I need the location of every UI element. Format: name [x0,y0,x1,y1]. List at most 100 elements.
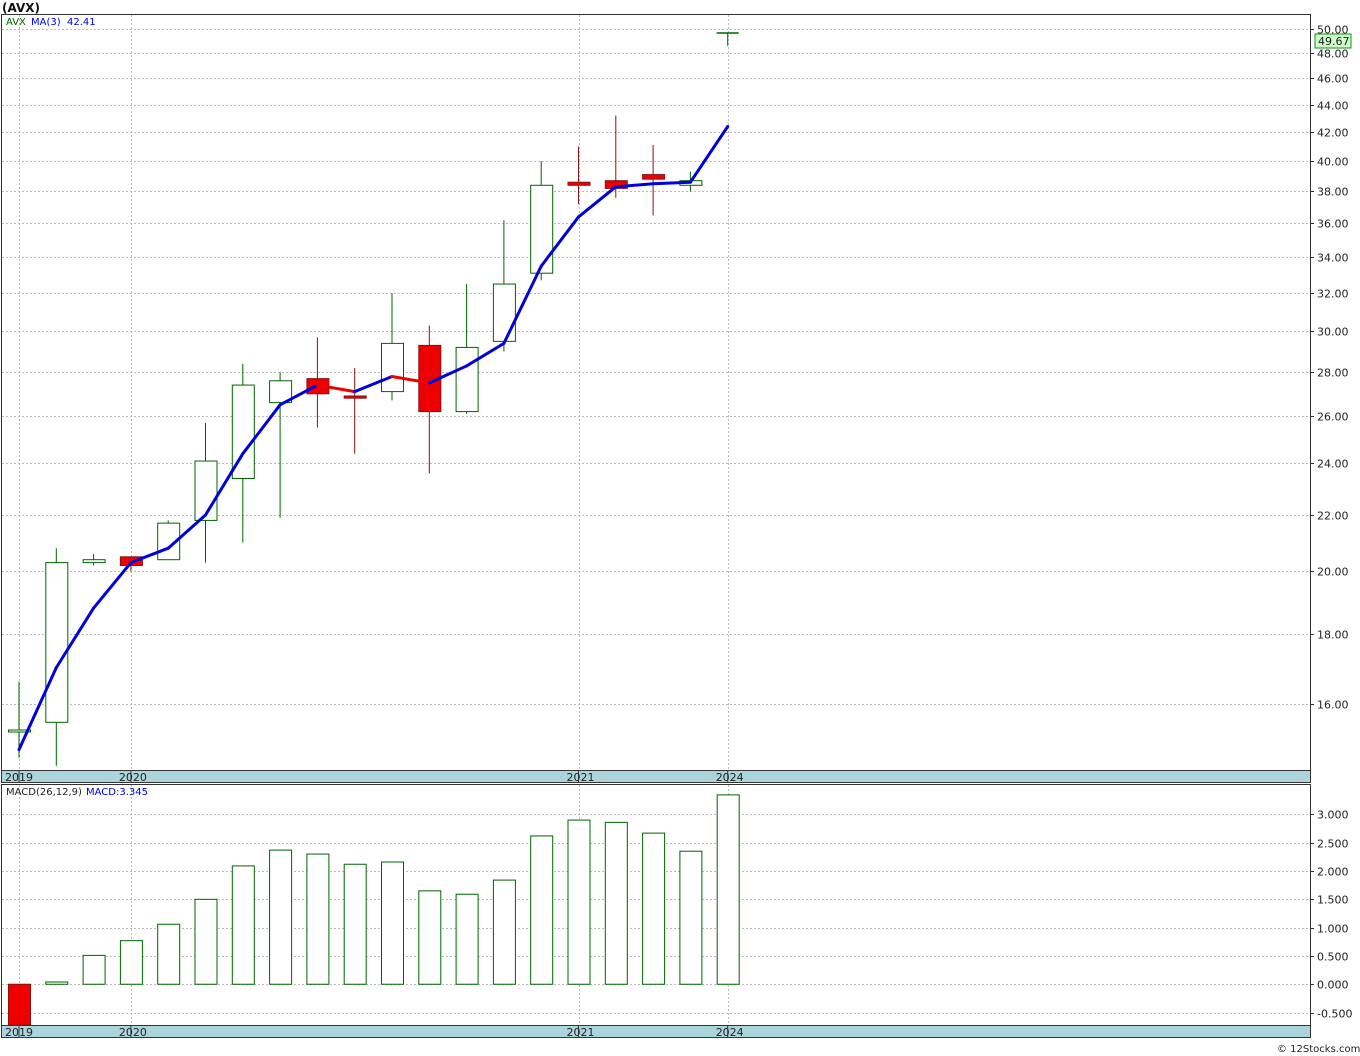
price-y-tick-label: 26.00 [1317,411,1349,424]
macd-y-tick-label: 0.000 [1317,979,1349,992]
candle [8,681,31,758]
candle-body [381,342,404,393]
macd-y-tick-label: 1.000 [1317,923,1349,936]
macd-bar [530,835,554,985]
macd-y-tick-label: 0.500 [1317,951,1349,964]
price-y-tick-label: 36.00 [1317,218,1349,231]
candle-body [642,174,666,180]
price-y-axis: 16.00 18.00 20.00 22.00 24.00 26.00 28.00 30.00… [1310,24,1349,712]
candle-body [492,283,516,342]
candle-body [45,562,69,723]
price-y-tick-label: 28.00 [1317,367,1349,380]
candle-body [269,380,293,404]
macd-bar [567,819,591,985]
macd-legend-value: MACD:3.345 [86,787,148,798]
macd-bar [418,890,442,985]
price-y-tick-label: 46.00 [1317,73,1349,86]
macd-bar-series [8,794,740,1026]
macd-bar [604,821,628,985]
candle [343,368,367,454]
macd-bar [306,853,330,985]
macd-bar [157,923,181,985]
ma-segment [204,452,245,517]
ma-segment [688,124,730,184]
ma-segment [241,403,282,456]
ma-segment [427,364,469,385]
legend-ma-value: 42.41 [67,17,96,28]
candle [530,161,554,281]
macd-bar [343,863,367,985]
price-y-tick-label: 32.00 [1317,288,1349,301]
macd-bar [455,893,479,985]
x-axis-label: 2024 [716,1026,744,1039]
price-y-tick-label: 38.00 [1317,186,1349,199]
macd-bar [8,983,31,1026]
last-price-label: 49.67 [1318,35,1350,48]
price-gridlines [2,15,1310,770]
candle [231,363,255,543]
candle-body [343,395,367,399]
candle [45,548,69,766]
ma-segment [390,374,431,385]
ma-segment [465,341,506,368]
x-axis-label: 2024 [716,771,744,784]
candle [82,553,106,566]
macd-bar [45,981,69,985]
price-y-tick-label: 44.00 [1317,100,1349,113]
macd-y-axis: -0.500 0.000 0.500 1.000 1.500 2.000 2.500 3.00… [1310,809,1352,1021]
macd-y-tick-label: 3.000 [1317,809,1349,822]
x-axis-label: 2021 [567,771,595,784]
ma-segment [92,561,133,610]
candle-body [567,181,591,186]
footer-credit: © 12Stocks.com [1277,1044,1360,1055]
macd-bar [492,879,516,985]
price-y-tick-label: 48.00 [1317,48,1349,61]
macd-bar [716,794,740,985]
price-panel [1,14,1311,771]
x-axis-label: 2020 [119,1026,147,1039]
ma-segment [539,215,580,268]
macd-y-tick-label: -0.500 [1317,1008,1352,1021]
macd-y-tick-label: 1.500 [1317,894,1349,907]
price-y-tick-label: 18.00 [1317,629,1349,642]
moving-average-series [17,124,730,752]
x-axis-label: 2021 [567,1026,595,1039]
ma-segment [129,546,170,565]
candle-body [231,384,255,479]
macd-y-tick-label: 2.500 [1317,838,1349,851]
candle [642,145,666,216]
price-y-tick-label: 50.00 [1317,24,1349,37]
legend-symbol: AVX [6,17,26,28]
price-y-tick-label: 30.00 [1317,326,1349,339]
price-y-tick-label: 16.00 [1317,699,1349,712]
candle [567,146,591,205]
chart-title: (AVX) [2,1,40,15]
macd-x-axis-band [1,1025,1311,1038]
legend-ma-label: MA(3) [31,17,61,28]
candle-body [8,729,31,733]
x-axis-label: 2020 [119,771,147,784]
price-y-tick-label: 40.00 [1317,156,1349,169]
macd-bar [119,940,143,985]
ma-segment [278,383,319,407]
candle [716,32,739,46]
macd-bar [269,849,293,985]
ma-segment [315,383,357,394]
candle-body [82,559,106,564]
price-y-tick-label: 24.00 [1317,458,1349,471]
macd-bar [679,850,703,985]
price-y-tick-label: 20.00 [1317,566,1349,579]
ma-segment [166,513,207,550]
macd-y-tick-label: 2.000 [1317,866,1349,879]
ma-segment [17,666,58,752]
candle [269,372,293,518]
candle-body [455,346,479,413]
ma-segment [353,374,394,394]
ma-segment [54,606,96,670]
macd-bar [82,954,106,985]
ma-segment [502,264,543,345]
macd-x-axis: 2019 2020 2021 2024 [5,1025,744,1039]
macd-legend-label: MACD(26,12,9) [6,787,82,798]
ma-segment [614,182,655,189]
